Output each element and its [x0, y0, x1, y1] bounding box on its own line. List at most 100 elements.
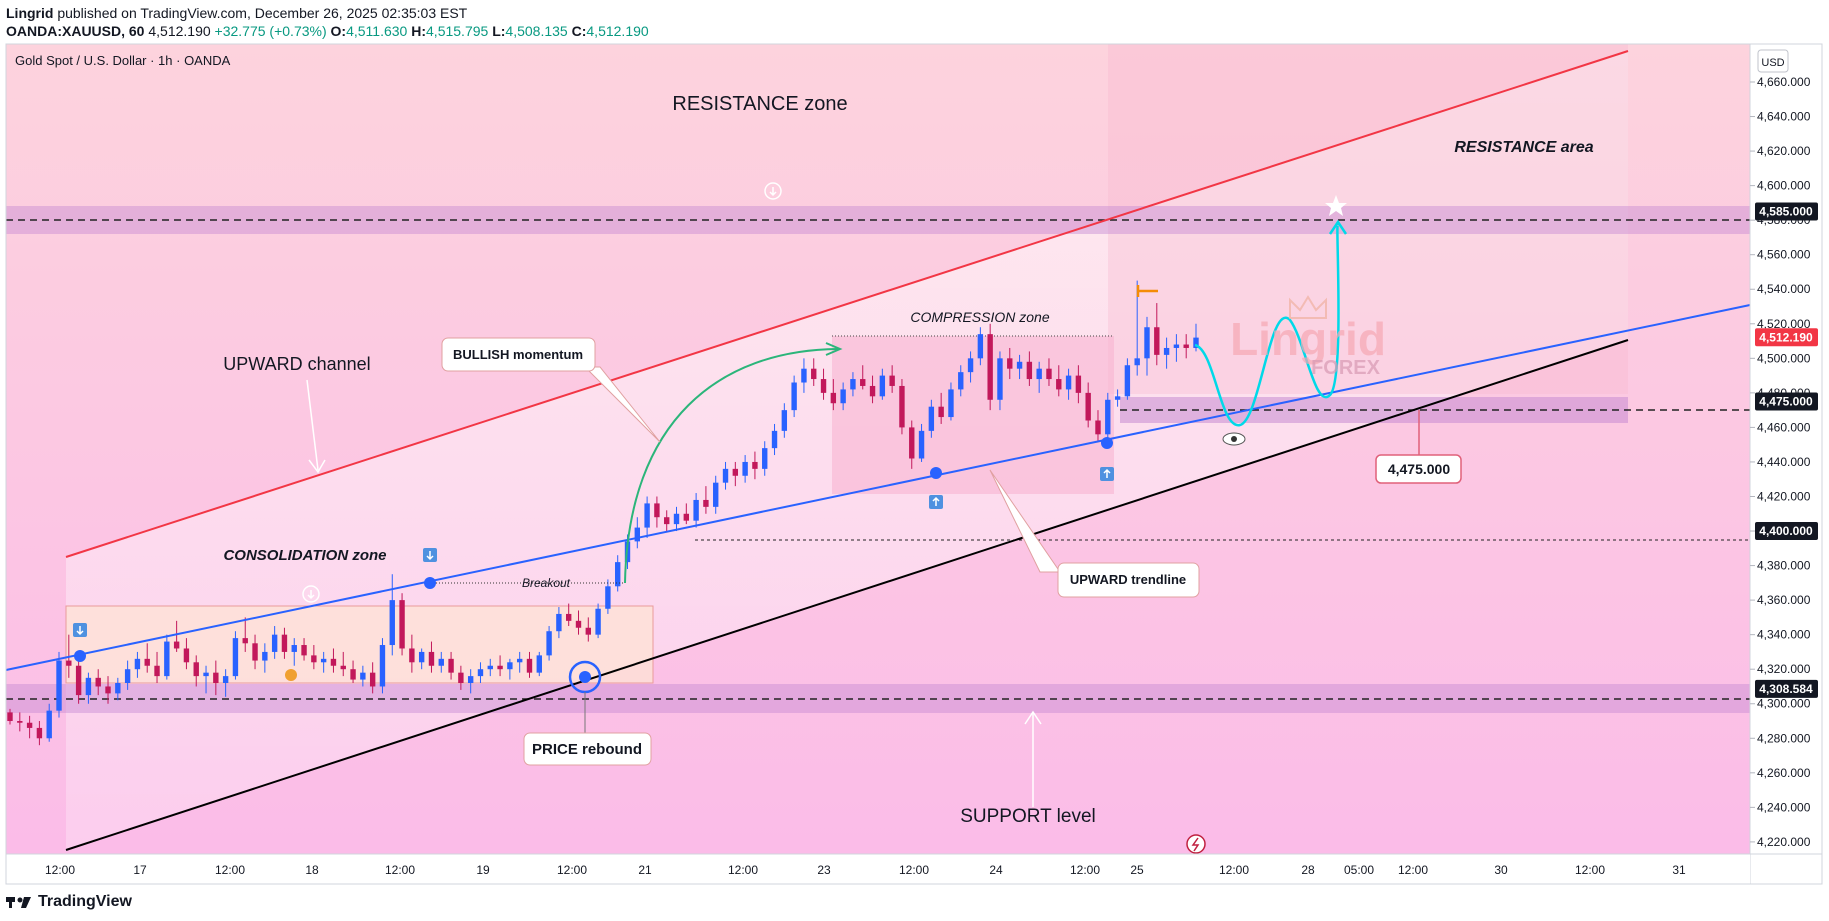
candle [183, 638, 190, 670]
y-tick-label: 4,260.000 [1757, 766, 1811, 780]
y-tick-label: 4,540.000 [1757, 282, 1811, 296]
resistance-zone-label: RESISTANCE zone [672, 93, 847, 115]
y-tick-label: 4,500.000 [1757, 351, 1811, 365]
candle [605, 579, 611, 614]
candle [1193, 323, 1199, 352]
price-change: +32.775 (+0.73%) [214, 23, 327, 39]
candle [1173, 334, 1180, 362]
price-axis[interactable]: USD 4,660.000 4,640.000 4,620.000 4,600.000… [1749, 44, 1822, 884]
candle [36, 721, 43, 746]
compression-zone-label: COMPRESSION zone [910, 309, 1049, 325]
x-tick-label: 24 [989, 863, 1003, 877]
symbol-label[interactable]: OANDA:XAUUSD, 60 [6, 23, 145, 39]
candle [762, 441, 768, 476]
candle [340, 651, 346, 677]
candle [507, 658, 513, 680]
candle [1154, 303, 1160, 366]
candle [987, 323, 993, 411]
candle [879, 368, 886, 400]
candle [1163, 337, 1170, 369]
candle [56, 651, 62, 718]
candle [1183, 334, 1189, 359]
price-label: 4,512.190 [1755, 328, 1818, 347]
y-tick-label: 4,380.000 [1757, 559, 1811, 573]
candle [379, 638, 386, 694]
candle [869, 375, 876, 404]
candle [428, 641, 435, 673]
candle [232, 631, 239, 680]
high-label: H: [411, 23, 427, 39]
candle [154, 651, 160, 684]
candle [1036, 361, 1042, 393]
y-tick-label: 4,520.000 [1757, 317, 1811, 331]
x-tick-label: 28 [1301, 863, 1315, 877]
y-tick-label: 4,220.000 [1757, 835, 1811, 849]
candle [713, 475, 719, 514]
watermark-sub: FOREX [1311, 357, 1381, 379]
candle [771, 423, 778, 456]
candle [281, 627, 288, 659]
svg-text:4,308.584: 4,308.584 [1759, 682, 1813, 696]
candle [75, 658, 82, 704]
candle [418, 648, 425, 670]
x-tick-label: 25 [1130, 863, 1144, 877]
watermark-text: Lingrid [1230, 313, 1386, 365]
candle [1105, 392, 1111, 438]
candle [350, 660, 356, 684]
time-axis[interactable]: 12:00 17 12:00 18 12:00 19 12:00 21 12:00 23 12:00… [6, 853, 1822, 885]
candle [369, 662, 376, 694]
candle [1075, 365, 1082, 404]
snail-icon [285, 669, 297, 681]
x-tick-label: 31 [1672, 863, 1686, 877]
x-tick-label: 17 [133, 863, 147, 877]
candle [134, 651, 141, 678]
y-tick-label: 4,440.000 [1757, 455, 1811, 469]
candle [948, 382, 954, 421]
candle [889, 365, 895, 393]
candle [801, 358, 807, 393]
high-value: 4,515.795 [426, 23, 489, 39]
candle [438, 651, 444, 673]
callout-boxes: BULLISH momentum UPWARD trendline PRICE … [441, 337, 1462, 766]
candle [1056, 365, 1062, 397]
candle [615, 555, 621, 592]
tradingview-logo[interactable]: TradingView [6, 893, 132, 911]
channel-lines [5, 50, 1751, 851]
candle [46, 703, 52, 742]
price-rebound-label: PRICE rebound [532, 741, 642, 758]
x-tick-label: 12:00 [1219, 863, 1249, 877]
candle [164, 634, 170, 680]
star-icon [1325, 195, 1347, 216]
candle [105, 676, 111, 704]
candle [399, 593, 405, 656]
candle [1026, 351, 1033, 386]
upward-channel-label: UPWARD channel [223, 354, 370, 374]
candle [546, 626, 552, 661]
chart-title-group: Gold Spot / U.S. Dollar · 1h · OANDA [15, 53, 231, 68]
candle [330, 648, 337, 673]
candle [458, 665, 464, 690]
annotation-markers [73, 182, 1347, 854]
candle [958, 365, 964, 397]
y-tick-label: 4,240.000 [1757, 800, 1811, 814]
author-name[interactable]: Lingrid [6, 5, 54, 21]
candle [526, 651, 533, 678]
candlestick-series [7, 280, 1199, 746]
x-tick-label: 12:00 [1575, 863, 1605, 877]
svg-text:4,512.190: 4,512.190 [1759, 330, 1813, 344]
lightning-icon [1186, 834, 1206, 854]
candle [516, 651, 523, 673]
svg-text:4,585.000: 4,585.000 [1759, 205, 1813, 219]
y-tick-label: 4,620.000 [1757, 144, 1811, 158]
candle [311, 645, 317, 670]
x-tick-label: 12:00 [728, 863, 758, 877]
price-label: 4,585.000 [1755, 202, 1818, 221]
publish-line: Lingrid published on TradingView.com, De… [6, 4, 1806, 22]
x-tick-label: 12:00 [45, 863, 75, 877]
candle [95, 669, 101, 696]
consolidation-zone-label: CONSOLIDATION zone [223, 547, 386, 564]
candle [389, 574, 395, 656]
logo-watermark: Lingrid FOREX [1230, 295, 1386, 379]
candle [203, 665, 209, 694]
